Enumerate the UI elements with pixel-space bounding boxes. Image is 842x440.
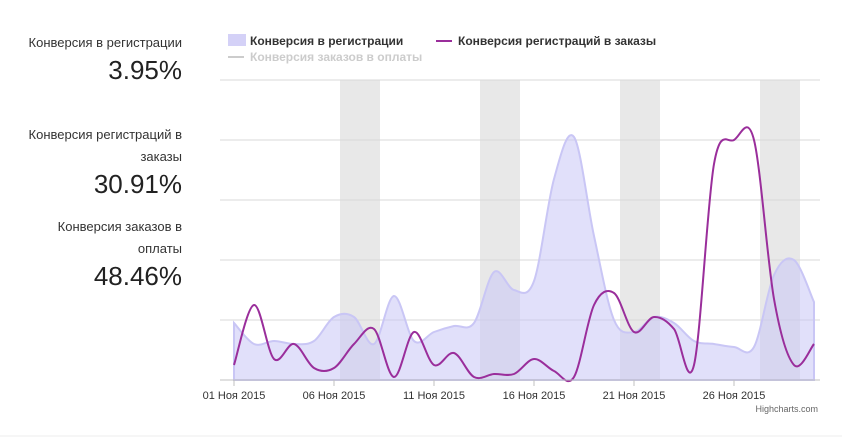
stat-value: 48.46%: [93, 261, 182, 291]
stat-label: Конверсия регистраций в заказы: [28, 127, 182, 164]
stat-value: 3.95%: [108, 55, 182, 85]
x-tick-label: 16 Ноя 2015: [503, 390, 566, 402]
x-tick-label: 01 Ноя 2015: [203, 390, 266, 402]
legend-label[interactable]: Конверсия в регистрации: [250, 34, 403, 48]
stat-value: 30.91%: [93, 169, 182, 199]
stat: Конверсия регистраций в заказы 30.91%: [12, 124, 182, 200]
stat: Конверсия в регистрации 3.95%: [12, 32, 182, 86]
x-tick-label: 06 Ноя 2015: [303, 390, 366, 402]
legend-label[interactable]: Конверсия регистраций в заказы: [458, 34, 656, 48]
x-tick-label: 11 Ноя 2015: [403, 390, 465, 402]
area: [233, 134, 815, 381]
stat-label: Конверсия в регистрации: [28, 35, 182, 50]
x-tick-label: 21 Ноя 2015: [603, 390, 666, 402]
line: [233, 126, 815, 383]
x-tick-label: 26 Ноя 2015: [703, 390, 766, 402]
stat: Конверсия заказов в оплаты 48.46%: [12, 216, 182, 292]
legend-label[interactable]: Конверсия заказов в оплаты: [250, 50, 422, 64]
credits: Highcharts.com: [755, 404, 818, 414]
legend-swatch: [228, 34, 246, 46]
stat-label: Конверсия заказов в оплаты: [57, 219, 182, 256]
